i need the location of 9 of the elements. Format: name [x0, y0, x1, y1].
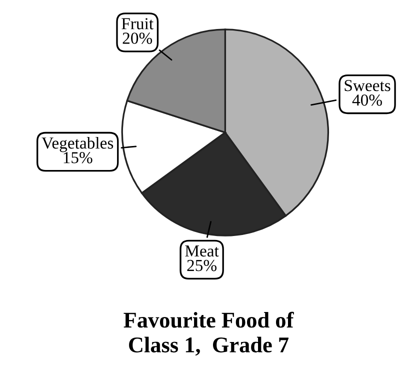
slice-label: Vegetables	[42, 136, 114, 152]
data-label: 15%	[64, 152, 92, 164]
slice-label: Meat	[185, 246, 219, 257]
text: Favourite Food of Class 1, Grade 7	[124, 312, 294, 356]
slice-label: Sweets	[344, 80, 390, 92]
data-label: 25%	[187, 260, 217, 272]
data-label: 20%	[122, 32, 152, 44]
data-label: 40%	[352, 94, 382, 106]
slice-label: Fruit	[122, 18, 154, 30]
